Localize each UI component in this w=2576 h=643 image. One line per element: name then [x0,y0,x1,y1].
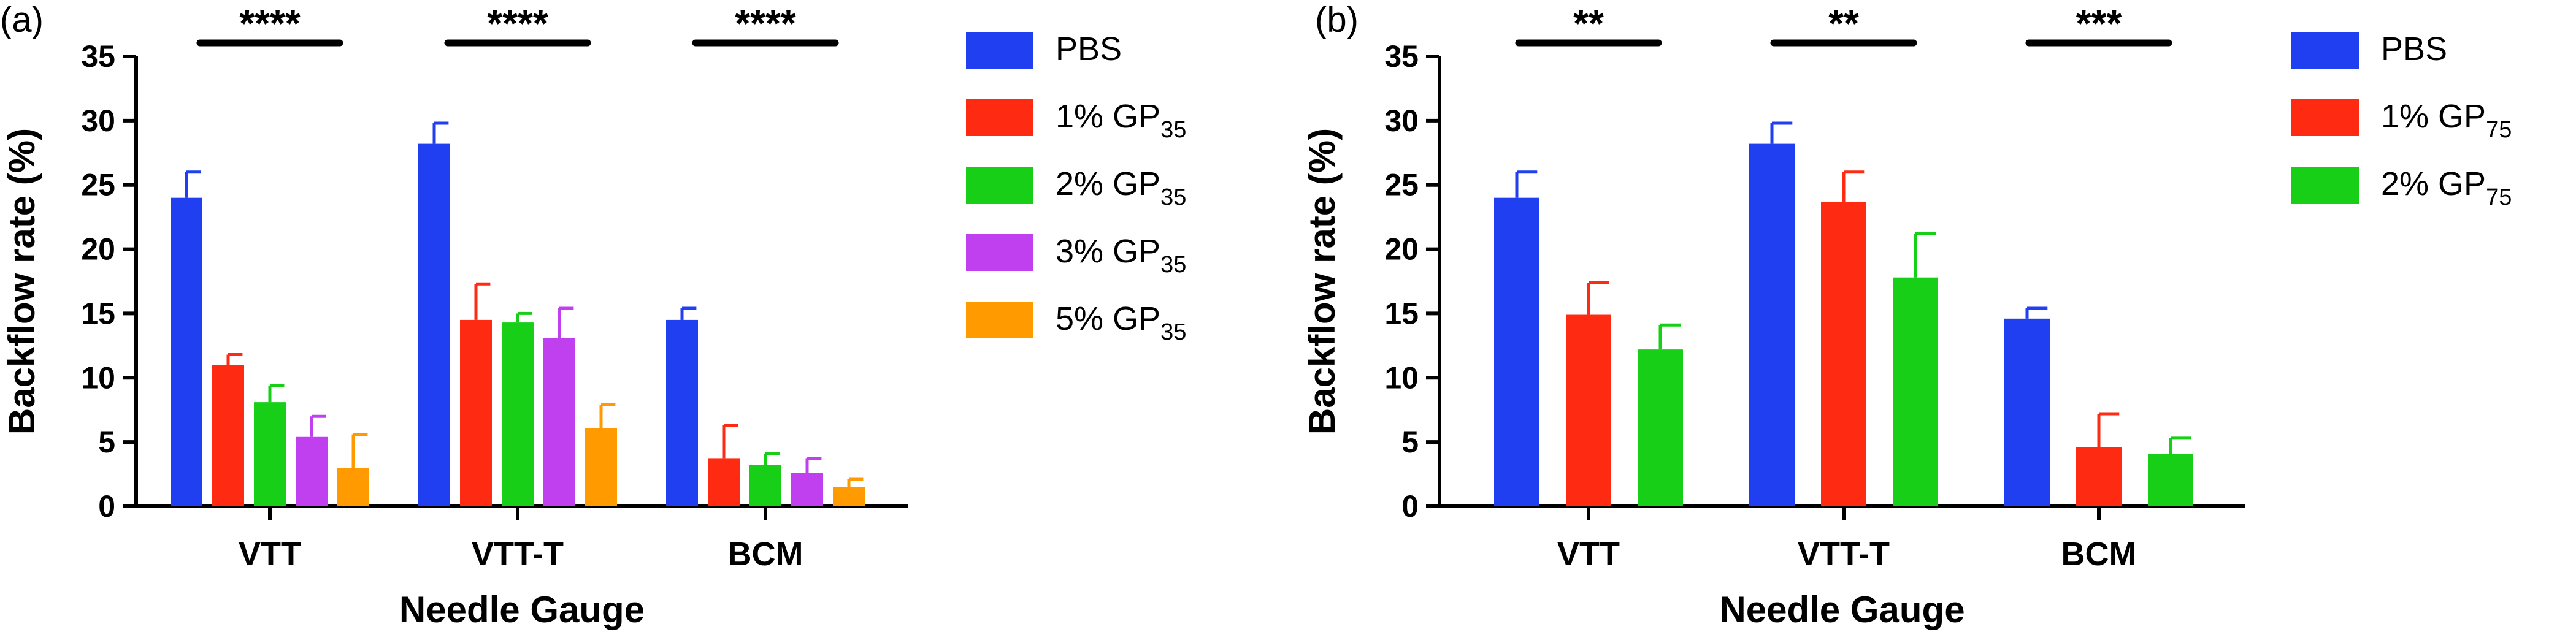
legend-swatch [966,302,1033,338]
bar [212,365,244,506]
y-axis-title: Backflow rate (%) [1,128,42,435]
legend-label: PBS [2381,31,2447,67]
legend-swatch [2291,32,2359,69]
bar [708,458,740,506]
bar [2076,447,2122,506]
bar [1494,197,1539,506]
significance-stars: *** [2076,1,2122,45]
bar [833,487,865,506]
category-label: VTT-T [472,536,564,573]
bar [2148,454,2193,506]
bar [1821,201,1866,506]
bar [171,197,202,506]
legend-label: 2% GP75 [2381,166,2512,210]
category-label: BCM [2061,536,2137,573]
bar [337,468,369,506]
legend-label: 1% GP75 [2381,98,2512,143]
legend-swatch [2291,167,2359,204]
legend-label: 1% GP35 [1056,98,1186,143]
y-tick-label: 5 [98,425,115,459]
significance-stars: **** [487,1,548,45]
y-tick-label: 0 [1401,489,1419,523]
category-label: VTT [1557,536,1620,573]
significance-stars: ** [1573,1,1604,45]
panel-b: (b) 0 5 10 15 20 25 30 35 VTT ** VTT-T ** BCM *** Backf… [1301,0,2512,630]
bar [749,465,781,506]
y-tick-label: 15 [1384,296,1419,330]
legend-label: 5% GP35 [1056,300,1186,345]
y-tick-label: 25 [1384,168,1419,202]
bar [1749,143,1795,506]
bar [460,319,492,506]
y-tick-label: 35 [1384,39,1419,74]
bar [585,428,617,506]
y-tick-label: 20 [1384,232,1419,267]
legend-swatch [966,99,1033,136]
y-tick-label: 30 [81,104,115,138]
y-tick-label: 20 [81,232,115,267]
category-label: BCM [728,536,803,573]
y-tick-label: 30 [1384,104,1419,138]
bar [254,402,286,506]
bar [1893,277,1938,506]
significance-stars: **** [735,1,796,45]
bar [2004,318,2050,506]
legend-swatch [966,234,1033,271]
bar [502,322,534,506]
significance-stars: **** [239,1,301,45]
bar [418,143,450,506]
y-tick-label: 35 [81,39,115,74]
bar [791,473,823,506]
legend-label: 3% GP35 [1056,233,1186,278]
legend-swatch [2291,99,2359,136]
legend-label: 2% GP35 [1056,166,1186,210]
y-tick-label: 5 [1401,425,1419,459]
y-tick-label: 15 [81,296,115,330]
y-tick-label: 10 [81,360,115,395]
bar [296,436,328,506]
panel-tag: (b) [1315,0,1359,40]
significance-stars: ** [1828,1,1859,45]
y-tick-label: 0 [98,489,115,523]
category-label: VTT [239,536,301,573]
legend-label: PBS [1056,31,1122,67]
y-axis-title: Backflow rate (%) [1301,128,1343,435]
x-axis-title: Needle Gauge [399,589,645,630]
panel-a: (a) 0 5 10 15 20 25 30 35 VTT **** VTT-T **** BCM ****… [0,0,1186,630]
x-axis-title: Needle Gauge [1719,589,1965,630]
bar [1638,349,1683,506]
y-tick-label: 10 [1384,360,1419,395]
bar [666,319,698,506]
category-label: VTT-T [1798,536,1890,573]
bar [1566,314,1611,506]
bar [543,338,575,506]
legend-swatch [966,167,1033,204]
legend-swatch [966,32,1033,69]
y-tick-label: 25 [81,168,115,202]
panel-tag: (a) [0,0,44,40]
